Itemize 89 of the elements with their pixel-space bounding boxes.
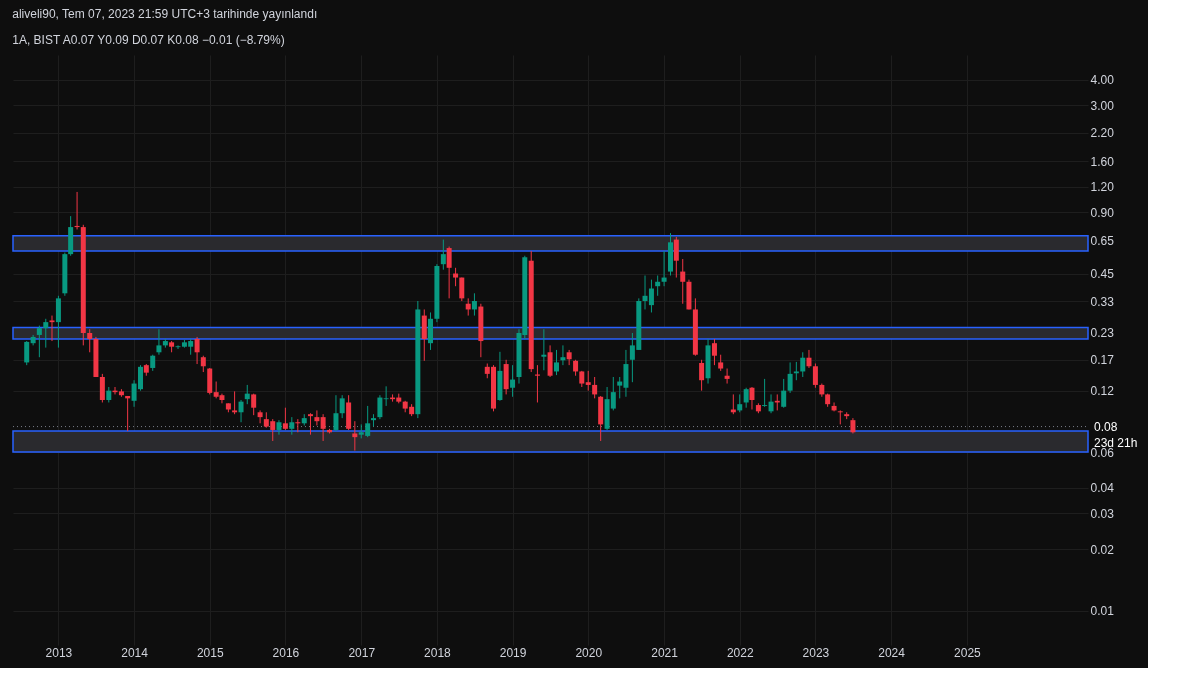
chart-title: aliveli90, Tem 07, 2023 21:59 UTC+3 tarihinde yayınlandı bbox=[12, 7, 318, 21]
candlestick bbox=[661, 250, 667, 287]
candlestick bbox=[440, 239, 446, 271]
candlestick bbox=[749, 386, 755, 410]
candlestick bbox=[592, 376, 598, 399]
candlestick bbox=[699, 359, 705, 392]
candlestick bbox=[541, 328, 547, 371]
candlestick bbox=[762, 378, 768, 408]
candlestick bbox=[339, 394, 345, 419]
candlestick bbox=[724, 368, 730, 385]
x-tick-label: 2013 bbox=[45, 645, 73, 660]
y-tick-label: 0.33 bbox=[1090, 294, 1115, 309]
candlestick bbox=[314, 409, 320, 426]
candlestick bbox=[320, 413, 326, 442]
y-tick-label: 3.00 bbox=[1090, 98, 1115, 113]
candlestick bbox=[446, 246, 452, 299]
candlestick bbox=[49, 315, 55, 342]
x-tick-label: 2016 bbox=[272, 645, 300, 660]
candlestick bbox=[768, 393, 774, 414]
candlestick bbox=[680, 258, 686, 305]
candlestick bbox=[554, 349, 560, 376]
y-tick-label: 0.04 bbox=[1090, 481, 1115, 496]
y-tick-label: 1.20 bbox=[1090, 180, 1115, 195]
candlestick bbox=[55, 295, 61, 349]
y-tick-label: 0.45 bbox=[1090, 267, 1115, 282]
candlestick bbox=[812, 363, 818, 389]
candlestick bbox=[24, 340, 30, 366]
y-tick-label: 2.20 bbox=[1090, 126, 1115, 141]
chart-subtitle: 1A, BIST A0.07 Y0.09 D0.07 K0.08 −0.01 (−8.79%) bbox=[12, 33, 285, 47]
candlestick bbox=[232, 390, 238, 415]
candlestick bbox=[510, 364, 516, 398]
ref-line-label: 0.08 bbox=[1094, 419, 1118, 434]
candlestick bbox=[781, 378, 787, 409]
candlestick bbox=[377, 394, 383, 420]
y-tick-label: 0.65 bbox=[1090, 234, 1115, 249]
candlestick bbox=[673, 236, 679, 279]
x-tick-label: 2017 bbox=[348, 645, 376, 660]
candlestick bbox=[352, 420, 358, 452]
candlestick bbox=[471, 292, 477, 317]
y-tick-label: 0.02 bbox=[1090, 542, 1115, 557]
y-tick-label: 0.12 bbox=[1090, 384, 1115, 399]
x-tick-label: 2025 bbox=[954, 645, 982, 660]
candlestick bbox=[534, 364, 540, 403]
candlestick bbox=[333, 394, 339, 432]
candlestick bbox=[36, 325, 42, 358]
x-tick-label: 2019 bbox=[499, 645, 527, 660]
candlestick bbox=[282, 407, 288, 431]
x-tick-label: 2021 bbox=[651, 645, 679, 660]
x-tick-label: 2024 bbox=[878, 645, 906, 660]
candlestick bbox=[295, 418, 301, 433]
candlestick bbox=[307, 412, 313, 436]
x-tick-label: 2015 bbox=[196, 645, 224, 660]
y-tick-label: 0.90 bbox=[1090, 205, 1115, 220]
candlestick bbox=[655, 275, 661, 297]
candlestick bbox=[787, 361, 793, 394]
candlestick bbox=[711, 338, 717, 366]
candlestick bbox=[453, 267, 459, 287]
x-tick-label: 2023 bbox=[802, 645, 830, 660]
y-tick-label: 1.60 bbox=[1090, 154, 1115, 169]
candlestick bbox=[585, 370, 591, 392]
candlestick bbox=[43, 318, 49, 349]
candlestick bbox=[806, 349, 812, 369]
y-tick-label: 0.23 bbox=[1090, 326, 1115, 341]
candlestick bbox=[800, 351, 806, 378]
candlestick bbox=[730, 393, 736, 415]
candlestick bbox=[560, 344, 566, 366]
x-tick-label: 2018 bbox=[424, 645, 452, 660]
candlestick bbox=[547, 344, 553, 378]
y-tick-label: 4.00 bbox=[1090, 73, 1115, 88]
candlestick bbox=[276, 419, 282, 436]
y-tick-label: 0.03 bbox=[1090, 506, 1115, 521]
y-tick-label: 0.17 bbox=[1090, 353, 1115, 368]
candlestick bbox=[793, 361, 799, 381]
candlestick bbox=[383, 385, 389, 407]
x-tick-label: 2022 bbox=[726, 645, 754, 660]
candlestick bbox=[743, 387, 749, 409]
candlestick bbox=[87, 328, 93, 353]
candlestick bbox=[837, 409, 843, 425]
candlestick bbox=[99, 373, 105, 403]
candlestick bbox=[831, 401, 837, 412]
x-tick-label: 2014 bbox=[121, 645, 149, 660]
candlestick bbox=[257, 409, 263, 424]
candlestick bbox=[194, 336, 200, 365]
candlestick bbox=[370, 413, 376, 428]
candlestick bbox=[238, 399, 244, 423]
y-tick-label: 0.01 bbox=[1090, 604, 1115, 619]
candlestick bbox=[156, 328, 162, 356]
candlestick bbox=[421, 308, 427, 362]
x-tick-label: 2020 bbox=[575, 645, 603, 660]
